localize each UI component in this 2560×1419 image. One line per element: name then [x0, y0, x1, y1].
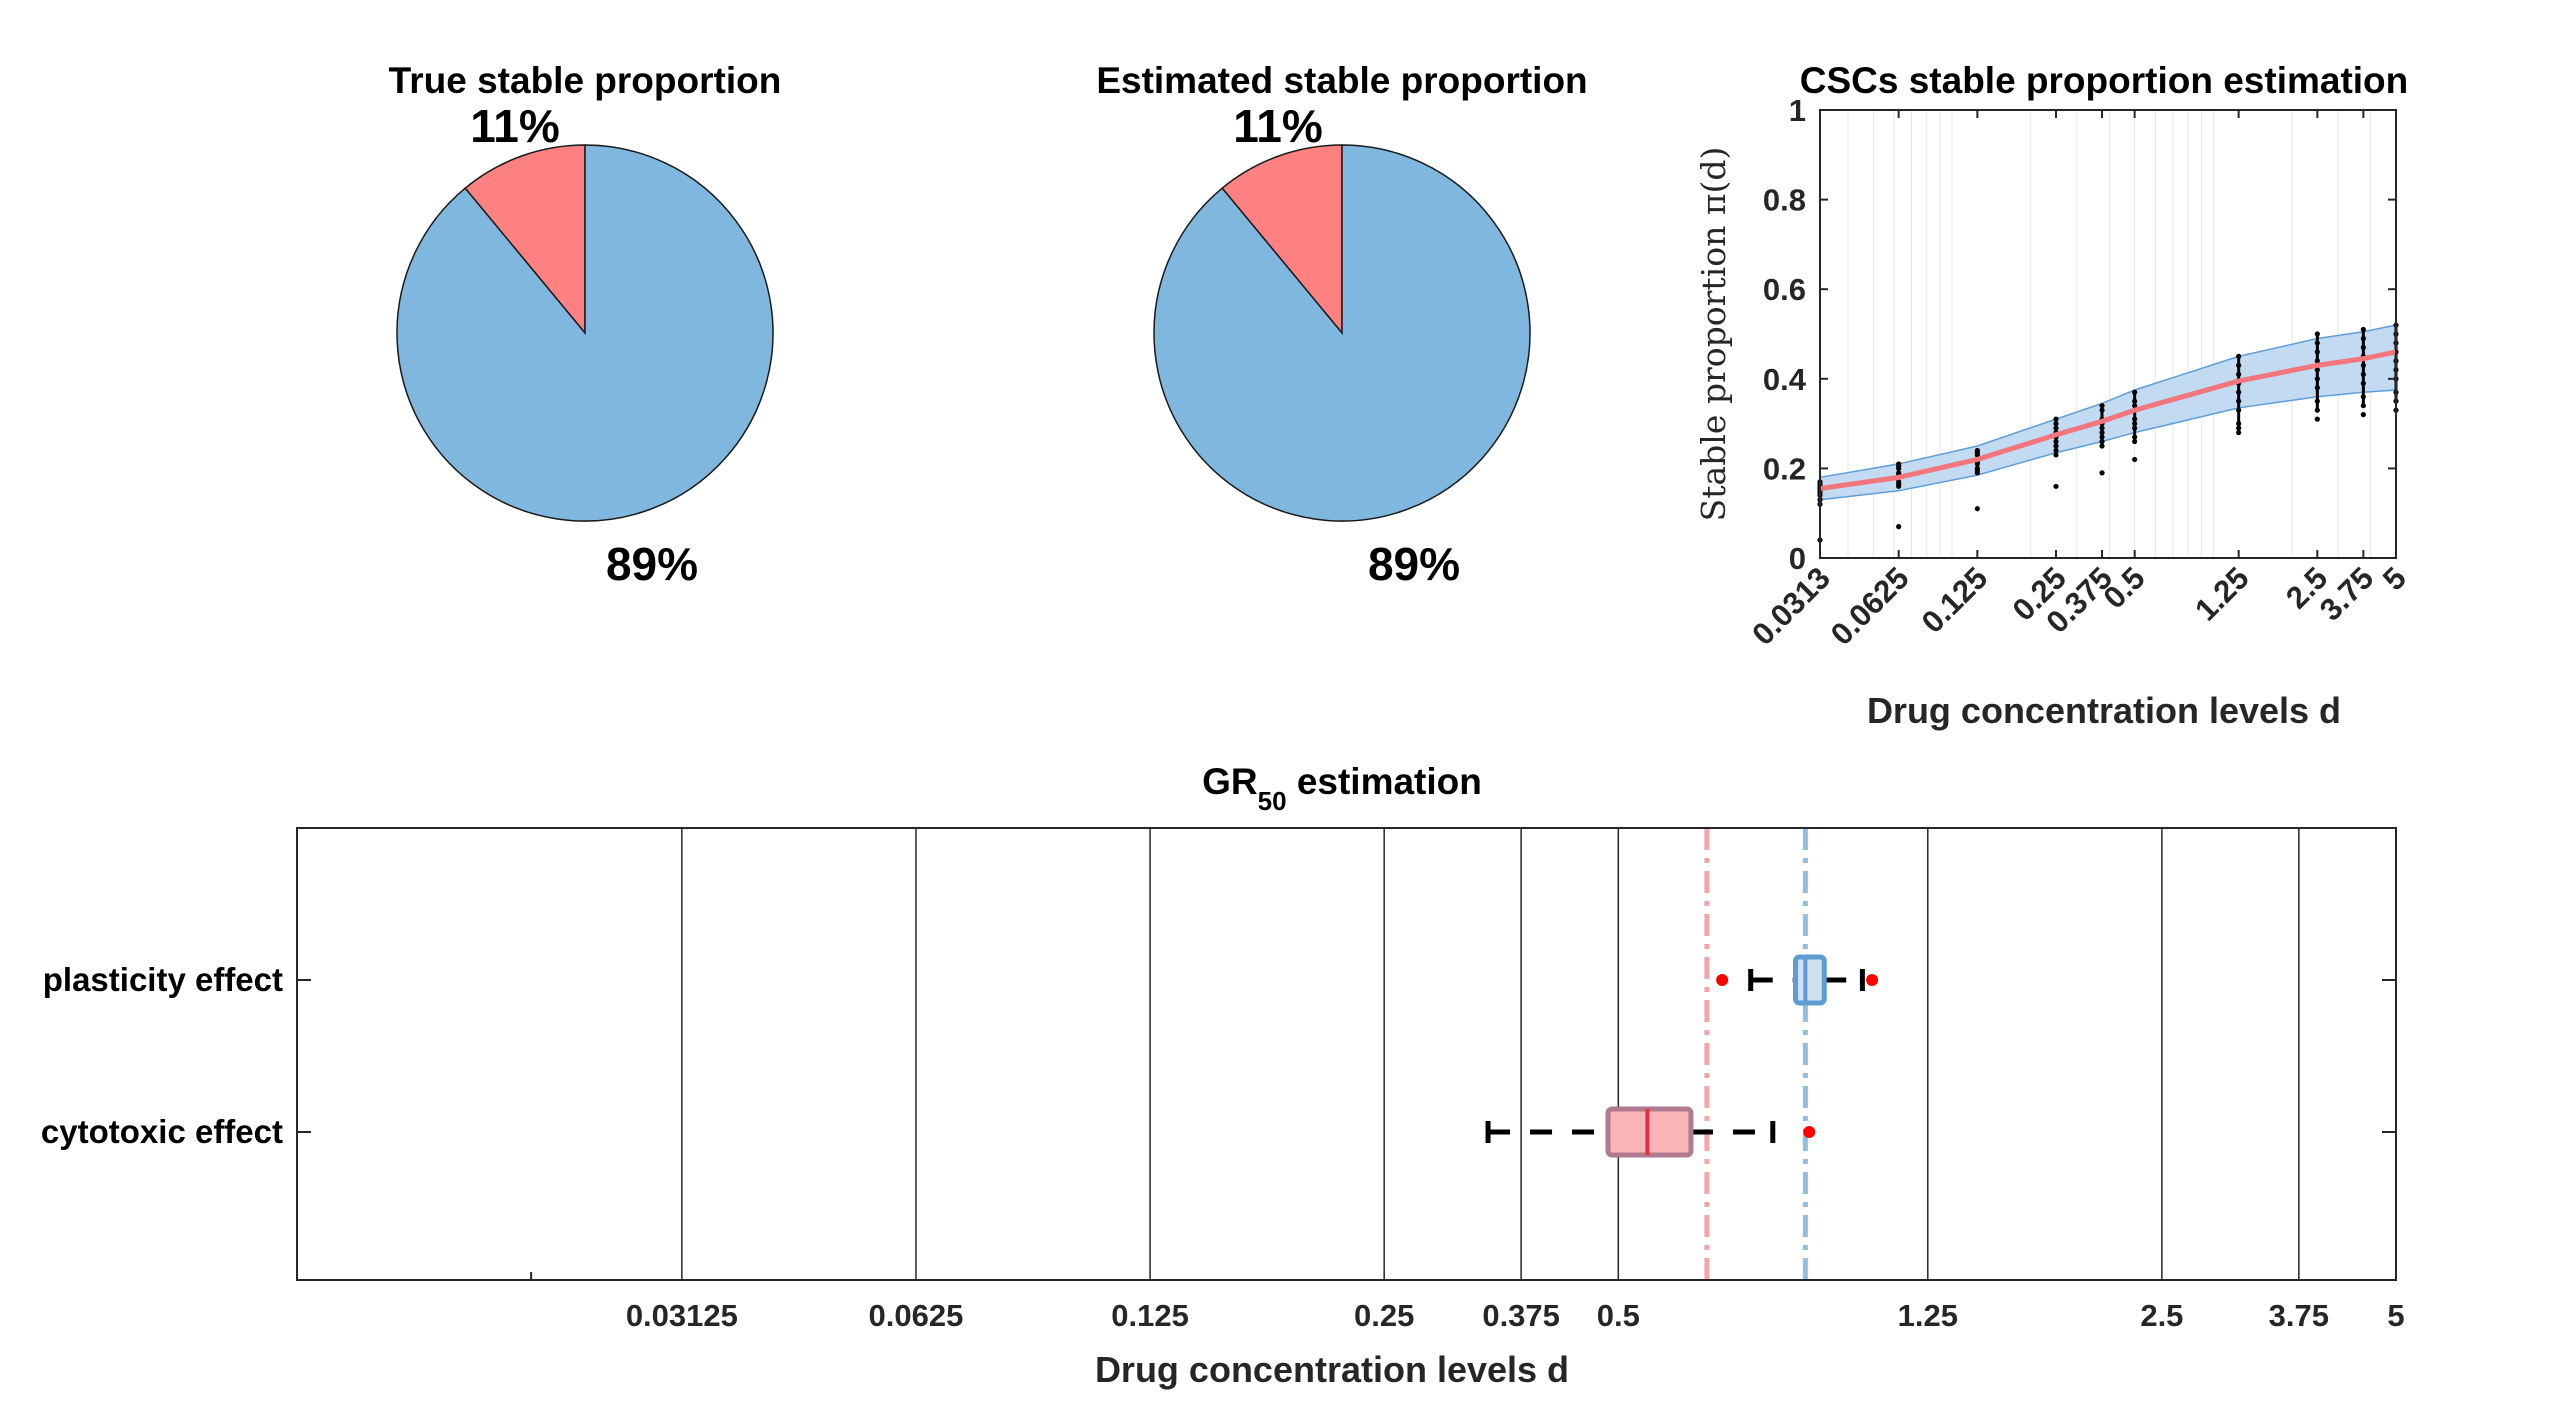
- x-axis-label: Drug concentration levels d: [1095, 1349, 1569, 1390]
- category-label: cytotoxic effect: [41, 1113, 283, 1150]
- title-subscript: 50: [1258, 786, 1287, 816]
- x-tick-label: 0.125: [1111, 1298, 1189, 1333]
- y-axis-label: Stable proportion π(d): [1694, 147, 1733, 522]
- y-tick-label: 0.6: [1763, 272, 1806, 307]
- scatter-point: [1974, 506, 1980, 512]
- chart-title: CSCs stable proportion estimation: [1800, 60, 2409, 101]
- x-tick-label: 0.125: [1915, 560, 1995, 640]
- pie-title: Estimated stable proportion: [1096, 60, 1587, 101]
- chart-title: GR50 estimation: [1202, 761, 1482, 816]
- outlier-point: [1866, 974, 1879, 986]
- x-tick-label: 0.375: [1482, 1298, 1560, 1333]
- x-tick-label: 1.25: [2188, 560, 2255, 627]
- plot-frame: [1819, 109, 2397, 559]
- scatter-point: [2236, 429, 2242, 436]
- title-main: GR: [1202, 761, 1258, 802]
- pie-slice-label: 89%: [1368, 538, 1460, 590]
- x-tick-label: 1.25: [1898, 1298, 1958, 1333]
- x-tick-label: 0.5: [1597, 1298, 1640, 1333]
- plot-frame: [296, 827, 2397, 1281]
- scatter-point: [2132, 456, 2138, 463]
- pie-slice-label: 11%: [470, 100, 560, 152]
- scatter-point: [2053, 483, 2059, 489]
- box: [1605, 1106, 1694, 1158]
- y-tick-label: 0: [1789, 541, 1806, 576]
- pie-slice-label: 89%: [606, 538, 698, 590]
- pie-chart-true: True stable proportion 11% 89%: [389, 60, 782, 590]
- gr50-boxplot: GR50 estimation plasticity effect cytotox…: [41, 761, 2405, 1390]
- y-tick-label: 0.4: [1763, 362, 1807, 397]
- outlier-point: [1716, 974, 1729, 986]
- box: [1793, 954, 1827, 1006]
- x-axis-label: Drug concentration levels d: [1867, 690, 2341, 731]
- y-tick-label: 0.8: [1763, 183, 1806, 218]
- x-tick-label: 0.0625: [1824, 560, 1916, 652]
- x-tick-label: 2.5: [2140, 1298, 2183, 1333]
- x-tick-label: 0.5: [2096, 560, 2151, 615]
- title-suffix: estimation: [1287, 761, 1482, 802]
- estimate-line: [1819, 349, 2397, 492]
- x-tick-label: 3.75: [2313, 560, 2380, 627]
- outlier-point: [1803, 1126, 1816, 1138]
- pie-slice: [1221, 144, 1343, 336]
- x-tick-label: 5: [2376, 560, 2413, 597]
- pie-slice: [464, 144, 586, 336]
- x-tick-label: 0.25: [1354, 1298, 1414, 1333]
- scatter-point: [2314, 416, 2320, 422]
- x-tick-label: 0.0625: [869, 1298, 964, 1333]
- x-tick-label: 0.03125: [626, 1298, 738, 1333]
- pie-slice: [1153, 144, 1531, 522]
- pie-chart-estimated: Estimated stable proportion 11% 89%: [1096, 60, 1587, 590]
- pie-slice: [396, 144, 774, 522]
- y-tick-label: 0.2: [1763, 451, 1806, 486]
- x-tick-label: 3.75: [2269, 1298, 2329, 1333]
- pie-slice-label: 11%: [1233, 100, 1323, 152]
- scatter-point: [2099, 470, 2105, 476]
- scatter-point: [1896, 524, 1902, 530]
- scatter-point: [2360, 412, 2366, 418]
- stable-proportion-chart: CSCs stable proportion estimation 0 0.2 0.…: [1694, 60, 2413, 731]
- x-tick-label: 5: [2387, 1298, 2404, 1333]
- category-label: plasticity effect: [43, 961, 283, 998]
- y-tick-label: 1: [1789, 93, 1806, 128]
- pie-title: True stable proportion: [389, 60, 782, 101]
